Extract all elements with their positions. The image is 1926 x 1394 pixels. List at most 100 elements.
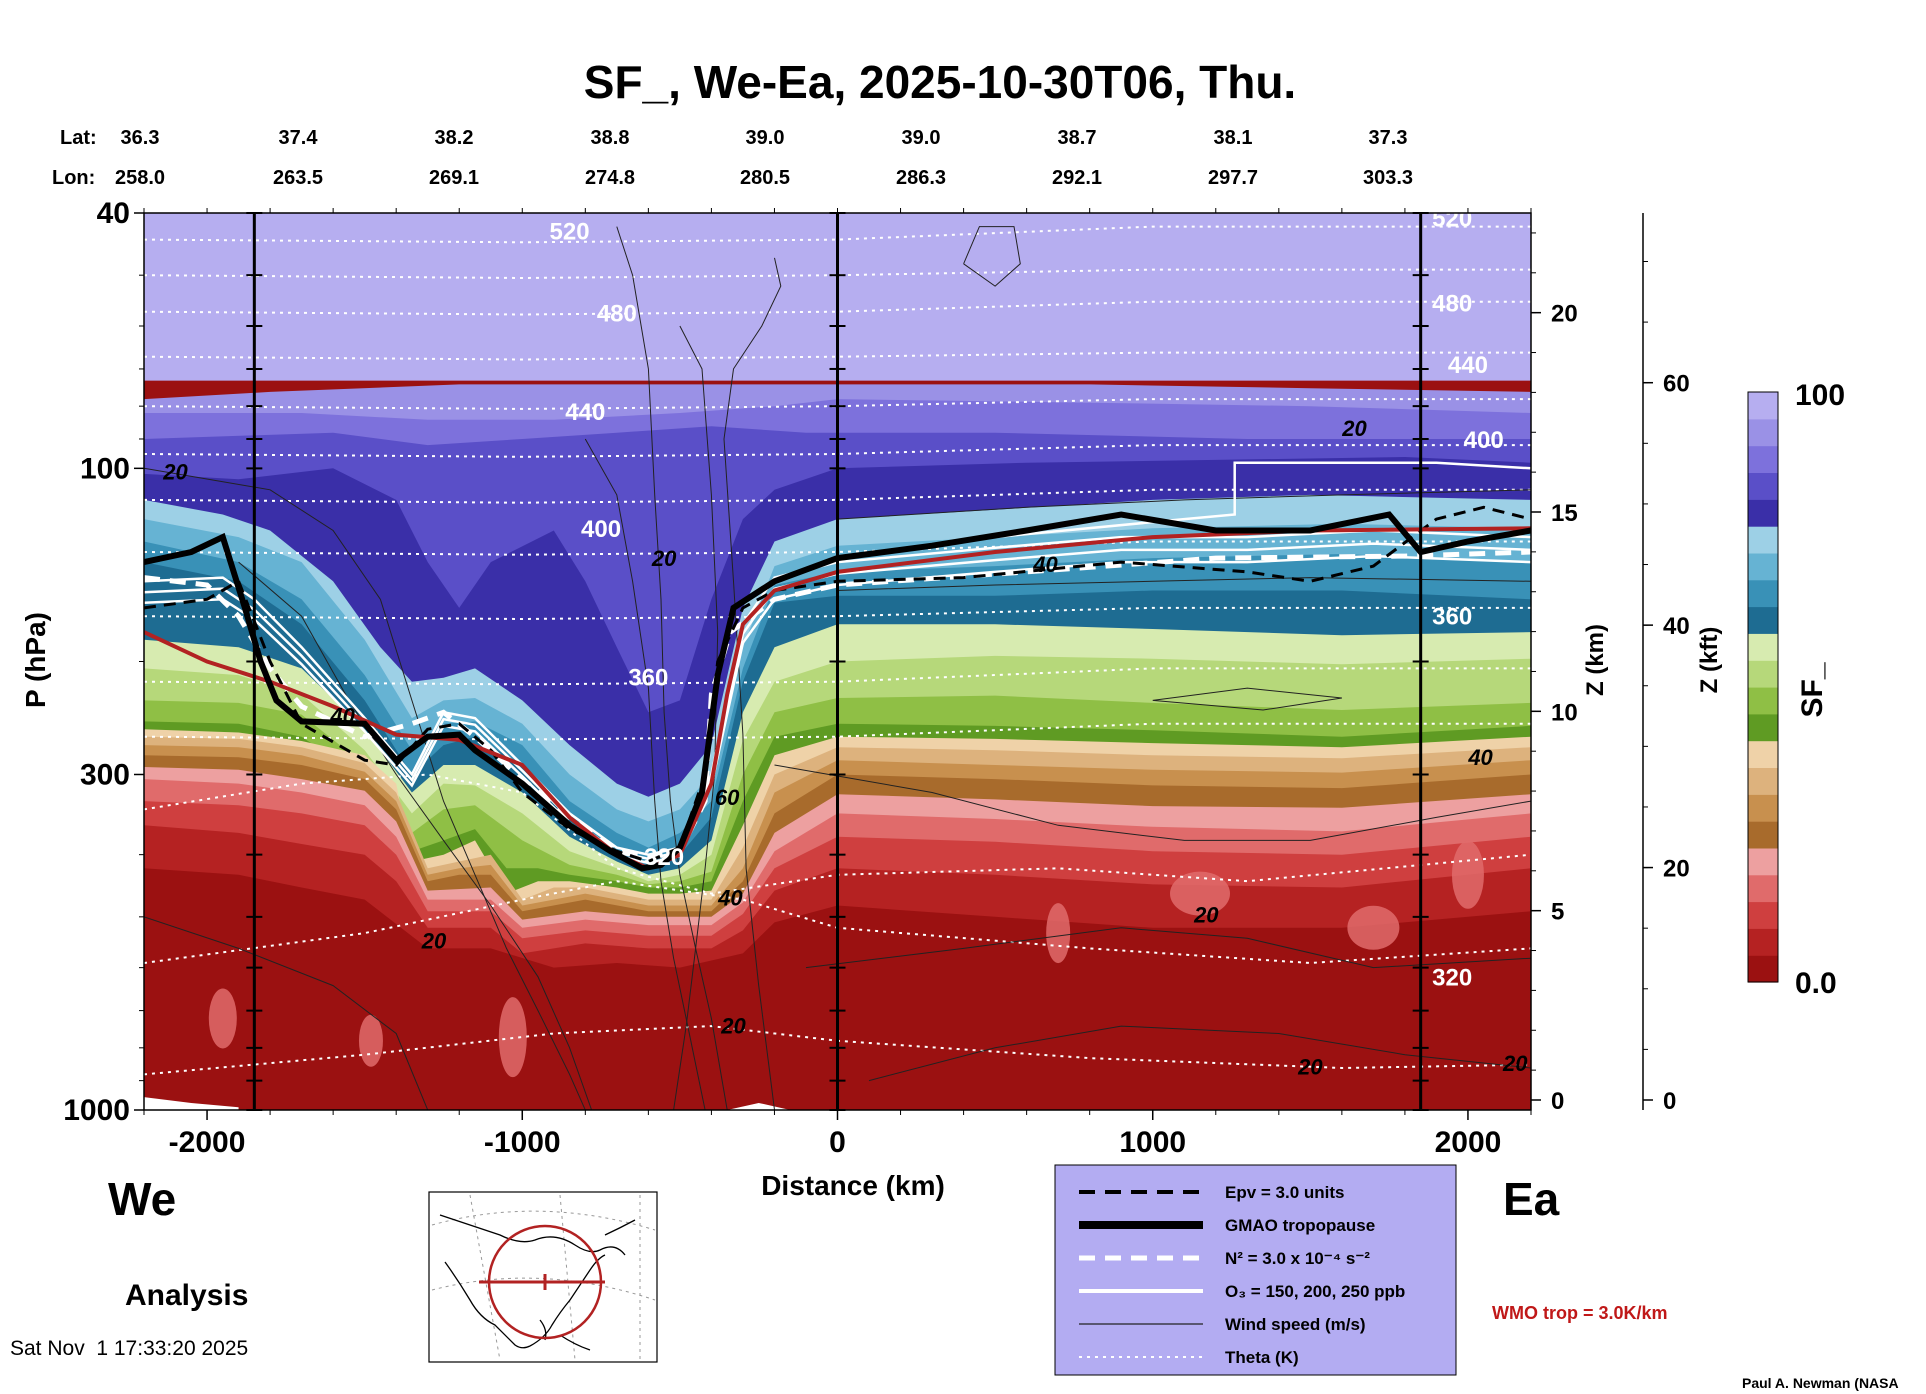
- colorbar-swatch: [1748, 955, 1778, 983]
- lon-value: 286.3: [896, 167, 946, 189]
- colorbar-swatch: [1748, 499, 1778, 527]
- y-axis-z-kft: 0 20 40 60: [1642, 213, 1690, 1115]
- lon-value: 303.3: [1363, 167, 1413, 189]
- lat-value: 38.1: [1214, 127, 1253, 149]
- terrain-mask: [144, 1097, 239, 1110]
- x-tick-label: 1000: [1119, 1126, 1186, 1159]
- theta-label: 360: [628, 665, 668, 692]
- lat-value: 39.0: [902, 127, 941, 149]
- legend-label: N² = 3.0 x 10⁻⁴ s⁻²: [1225, 1249, 1370, 1268]
- theta-label: 520: [1432, 206, 1472, 233]
- lon-value: 258.0: [115, 167, 165, 189]
- colorbar-swatch: [1748, 606, 1778, 634]
- timestamp: Sat Nov 1 17:33:20 2025: [10, 1337, 248, 1360]
- wind-contour: [837, 489, 1531, 520]
- wind-label: 20: [720, 1014, 746, 1039]
- wind-contour: [144, 467, 586, 1110]
- wind-label: 60: [715, 785, 740, 810]
- z-km-tick-label: 10: [1551, 699, 1578, 726]
- lat-value: 36.3: [121, 127, 160, 149]
- field-patch: [1347, 905, 1400, 950]
- wind-contour: [868, 1025, 1531, 1082]
- colorbar-swatch: [1748, 713, 1778, 742]
- z-km-tick-label: 20: [1551, 301, 1578, 328]
- wind-label: 20: [421, 928, 447, 953]
- colorbar-swatch: [1748, 552, 1778, 581]
- colorbar: [1747, 391, 1779, 983]
- wind-label: 20: [1341, 416, 1367, 441]
- z-km-tick-label: 0: [1551, 1088, 1564, 1115]
- field-patch: [208, 988, 237, 1049]
- colorbar-label: SF_: [1796, 662, 1829, 717]
- x-axis-label: Distance (km): [761, 1170, 945, 1201]
- field-patch: [1046, 903, 1071, 964]
- wind-contour: [584, 438, 706, 1110]
- theta-contour: [144, 880, 1531, 965]
- z-km-axis-label: Z (km): [1582, 624, 1609, 696]
- contour-labels: 520 480 440 400 360 320 520 480 440 400 360 320 20 40…: [162, 206, 1528, 1079]
- colorbar-swatch: [1748, 418, 1778, 447]
- wmo-trop-label: WMO trop = 3.0K/km: [1492, 1303, 1668, 1323]
- lon-value: 292.1: [1052, 167, 1102, 189]
- ozone-contour: [144, 529, 1531, 856]
- lon-value: 269.1: [429, 167, 479, 189]
- wind-label: 40: [329, 704, 355, 729]
- colorbar-min-label: 0.0: [1795, 967, 1837, 1000]
- wind-label: 40: [717, 885, 743, 910]
- field-patch: [1170, 871, 1231, 916]
- x-tick-label: -2000: [169, 1126, 246, 1159]
- colorbar-swatch: [1748, 579, 1778, 608]
- lat-value: 37.3: [1369, 127, 1408, 149]
- wind-contour: [774, 764, 1531, 841]
- x-tick-label: -1000: [484, 1126, 561, 1159]
- y-axis-pressure: 40 100 300 1000: [63, 197, 144, 1127]
- lon-value: 274.8: [585, 167, 635, 189]
- lat-label: Lat:: [60, 127, 97, 149]
- cross-section-markers: [246, 212, 1429, 1111]
- colorbar-swatch: [1748, 874, 1778, 903]
- gmao-tropopause: [144, 511, 1531, 872]
- y-tick-label: 300: [80, 758, 130, 791]
- epv-contour: [144, 505, 1531, 864]
- lon-label: Lon:: [52, 167, 95, 189]
- theta-label: 520: [550, 219, 590, 246]
- colorbar-swatch: [1748, 472, 1778, 500]
- contour-overlays: [144, 225, 1531, 1110]
- theta-label: 440: [565, 399, 605, 426]
- wind-contour: [238, 561, 593, 1110]
- colorbar-swatch: [1748, 392, 1778, 420]
- y-tick-label: 100: [80, 452, 130, 485]
- colorbar-frame: [1747, 391, 1779, 983]
- colorbar-max-label: 100: [1795, 379, 1845, 412]
- lon-value: 280.5: [740, 167, 790, 189]
- colorbar-swatch: [1748, 901, 1778, 929]
- legend-label: Theta (K): [1225, 1348, 1299, 1367]
- z-kft-tick-label: 40: [1663, 613, 1690, 640]
- y-axis-z-km: 0 5 10 15 20: [1531, 232, 1578, 1115]
- credit: Paul A. Newman (NASA: [1742, 1375, 1899, 1391]
- theta-label: 440: [1448, 352, 1488, 379]
- east-label: Ea: [1503, 1173, 1560, 1225]
- wind-label: 20: [162, 459, 188, 484]
- theta-label: 320: [1432, 965, 1472, 992]
- theta-label: 480: [1432, 291, 1472, 318]
- z-km-tick-label: 15: [1551, 500, 1578, 527]
- lat-value: 39.0: [746, 127, 785, 149]
- theta-label: 400: [581, 516, 621, 543]
- z-kft-tick-label: 60: [1663, 371, 1690, 398]
- y-tick-label: 40: [97, 197, 130, 230]
- colorbar-swatch: [1748, 660, 1778, 688]
- wind-contour: [805, 927, 1531, 969]
- wind-contour: [144, 916, 429, 1110]
- wind-label: 20: [651, 546, 677, 571]
- lon-value: 263.5: [273, 167, 323, 189]
- wind-contour: [963, 226, 1021, 287]
- field-patch: [358, 1014, 383, 1067]
- lat-value: 38.2: [435, 127, 474, 149]
- x-tick-label: 0: [829, 1126, 846, 1159]
- wind-label: 20: [1297, 1054, 1323, 1079]
- colorbar-swatch: [1748, 740, 1778, 768]
- wind-label: 20: [1502, 1051, 1528, 1076]
- inset-map: [428, 1191, 658, 1363]
